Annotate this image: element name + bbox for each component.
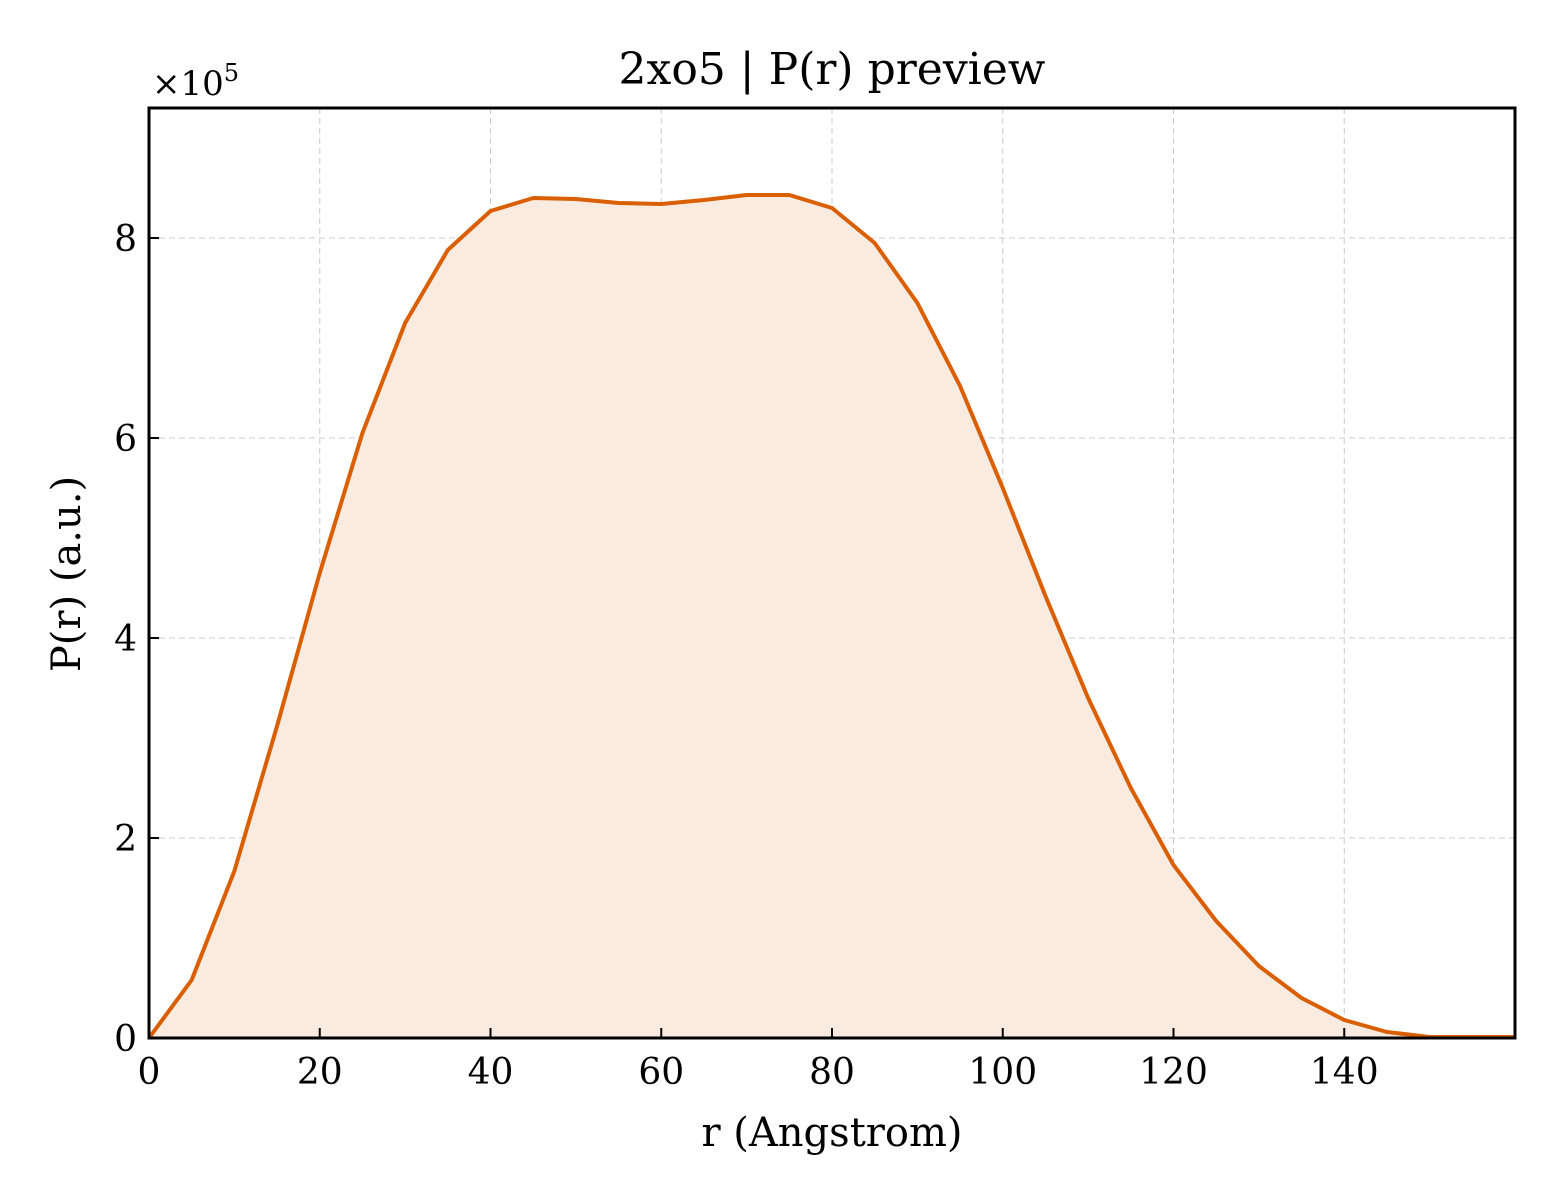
y-tick-label: 2 <box>114 819 137 860</box>
x-tick-label: 0 <box>138 1052 161 1093</box>
x-tick-label: 40 <box>468 1052 514 1093</box>
x-tick-label: 120 <box>1139 1052 1208 1093</box>
y-offset-exponent: 5 <box>224 59 239 87</box>
x-tick-label: 100 <box>968 1052 1037 1093</box>
pr-area-fill <box>149 195 1515 1038</box>
ticks <box>148 237 1346 1039</box>
y-offset-base: ×10 <box>152 64 224 104</box>
x-tick-label: 60 <box>638 1052 684 1093</box>
y-offset-label: ×105 <box>152 59 239 104</box>
y-tick-label: 0 <box>114 1019 137 1060</box>
x-axis-label: r (Angstrom) <box>701 1110 962 1156</box>
y-tick-label: 4 <box>114 619 137 660</box>
y-tick-label: 8 <box>114 219 137 260</box>
pr-line <box>147 193 1515 1040</box>
y-tick-label: 6 <box>114 419 137 460</box>
y-axis-label: P(r) (a.u.) <box>44 476 90 672</box>
x-tick-label: 140 <box>1310 1052 1379 1093</box>
tick-labels: 0 20 40 60 80 100 120 140 0 2 4 6 8 <box>114 219 1379 1093</box>
x-tick-label: 20 <box>297 1052 343 1093</box>
chart-title: 2xo5 | P(r) preview <box>619 44 1046 95</box>
x-tick-label: 80 <box>809 1052 855 1093</box>
